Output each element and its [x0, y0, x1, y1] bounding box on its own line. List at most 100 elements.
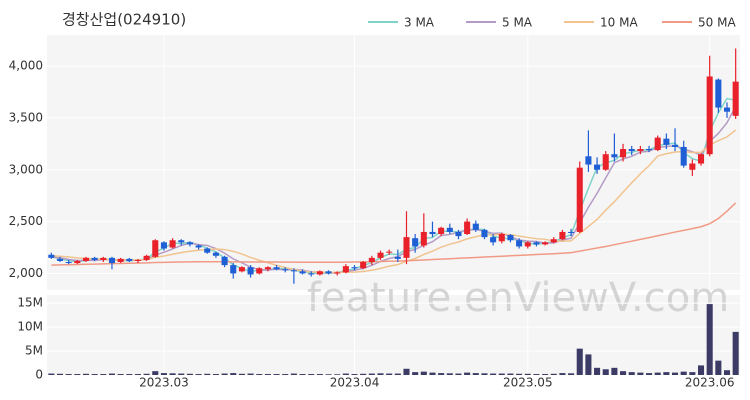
volume-bar [663, 372, 670, 375]
candle-body [299, 271, 306, 274]
candle-body [56, 258, 64, 261]
volume-bar [472, 373, 479, 375]
volume-bar [238, 373, 245, 375]
candle-body [325, 271, 332, 274]
candle-body [152, 240, 159, 257]
candle-body [524, 242, 531, 247]
candle-body [204, 248, 211, 253]
legend-label: 5 MA [502, 16, 533, 30]
candle-body [568, 231, 575, 233]
chart-title: 경창산업(024910) [62, 11, 186, 29]
volume-bar [455, 373, 462, 375]
candle-body [498, 234, 505, 242]
volume-bar [230, 373, 237, 375]
candle-body [550, 239, 557, 243]
candle-body [195, 245, 202, 248]
candle-body [464, 221, 471, 235]
y-tick-label: 3,000 [9, 162, 43, 176]
candle-body [316, 271, 323, 275]
volume-bar [550, 373, 557, 375]
volume-bar [56, 373, 64, 375]
volume-bar [256, 374, 263, 375]
volume-bar [602, 369, 609, 375]
candle-body [360, 262, 367, 269]
volume-bar [429, 372, 436, 375]
candle-body [542, 242, 549, 245]
volume-bar [412, 372, 419, 375]
candle-body [585, 156, 592, 165]
volume-bar [48, 373, 55, 375]
volume-bar [464, 372, 471, 375]
candle-body [290, 270, 297, 272]
volume-bar [178, 373, 185, 375]
candle-body [706, 76, 713, 155]
candle-body [654, 137, 661, 151]
volume-bar [100, 374, 107, 375]
volume-bar [559, 373, 566, 375]
candle-body [377, 252, 384, 258]
candle-body [143, 255, 150, 260]
watermark: feature.enViewV.com [307, 275, 729, 321]
candle-body [394, 256, 401, 259]
volume-bar [117, 374, 124, 375]
candle-body [186, 242, 193, 245]
volume-bar [386, 373, 393, 375]
volume-bar [152, 371, 159, 375]
candle-body [576, 167, 583, 232]
x-tick-label: 2023.04 [330, 376, 380, 390]
candle-body [100, 257, 107, 260]
volume-bar [611, 367, 618, 375]
volume-bar [273, 374, 280, 375]
volume-bar [568, 373, 575, 375]
candle-body [663, 138, 670, 145]
volume-bar [351, 374, 358, 375]
candle-body [342, 266, 349, 273]
volume-bar [646, 373, 653, 375]
candle-body [481, 229, 488, 238]
volume-bar [325, 374, 332, 375]
candle-body [429, 231, 436, 235]
candle-body [230, 265, 237, 274]
candle-body [351, 267, 358, 269]
legend-label: 3 MA [404, 16, 435, 30]
volume-bar [585, 354, 592, 375]
candle-body [48, 254, 55, 258]
volume-bar [446, 373, 453, 375]
volume-bar [126, 374, 133, 375]
volume-bar [628, 372, 635, 375]
ma-line [51, 129, 737, 274]
candle-body [134, 259, 141, 261]
candle-body [533, 242, 540, 245]
volume-bar [360, 373, 367, 375]
candle-body [282, 269, 289, 271]
candle-body [256, 268, 263, 274]
candle-body [559, 231, 566, 240]
volume-bar [498, 373, 505, 375]
candle-body [723, 107, 731, 112]
candle-body [169, 240, 176, 248]
x-tick-label: 2023.06 [685, 376, 735, 390]
y-tick-label: 3,500 [9, 110, 43, 124]
candle-body [628, 149, 635, 152]
ma-line [51, 105, 737, 274]
volume-bar [533, 374, 540, 375]
candle-body [108, 257, 116, 264]
volume-bar [594, 367, 601, 375]
candle-body [594, 164, 601, 170]
candle-body [620, 149, 627, 158]
volume-bar [403, 368, 410, 375]
volume-bar [524, 373, 531, 375]
volume-bar [542, 374, 549, 375]
volume-bar [299, 374, 306, 375]
candle-body [308, 273, 315, 275]
x-tick-label: 2023.05 [503, 376, 553, 390]
volume-bar [706, 304, 713, 375]
volume-bar [507, 373, 514, 375]
volume-bar [74, 374, 81, 375]
volume-bar [316, 374, 323, 375]
volume-bar [368, 373, 375, 375]
volume-bar [108, 373, 116, 375]
volume-bar [438, 373, 445, 375]
candle-body [420, 231, 427, 246]
volume-bar [481, 373, 488, 375]
